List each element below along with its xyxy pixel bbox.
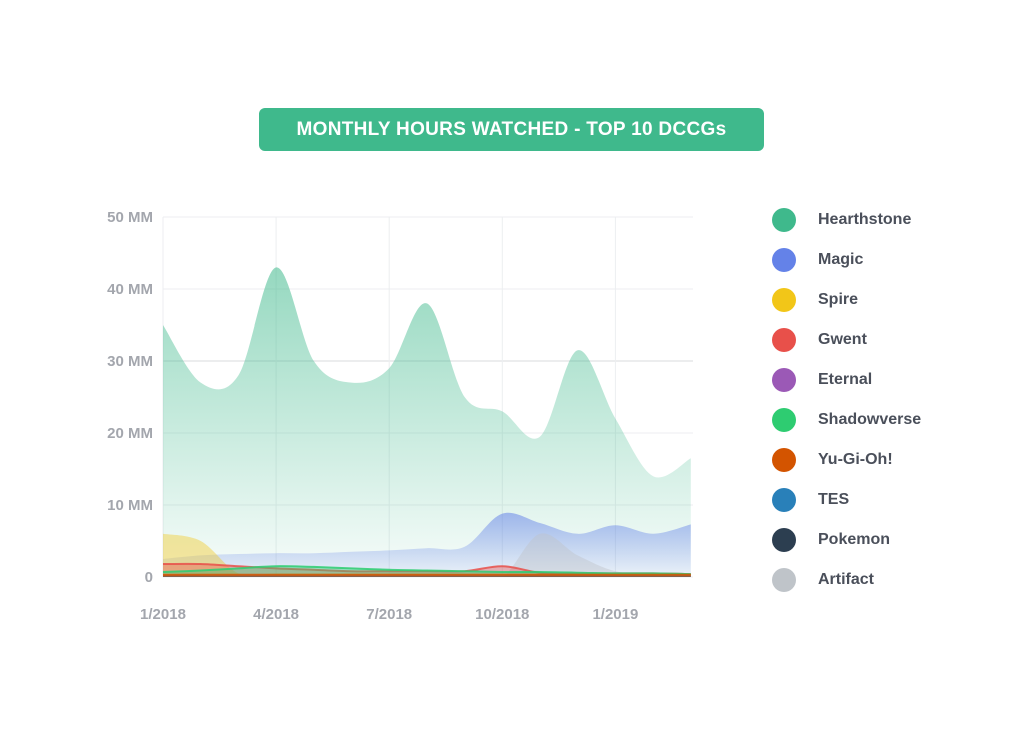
legend-swatch	[772, 368, 796, 392]
legend-swatch	[772, 328, 796, 352]
legend-swatch	[772, 248, 796, 272]
y-tick-label: 10 MM	[107, 497, 153, 514]
chart-title: MONTHLY HOURS WATCHED - TOP 10 DCCGs	[259, 108, 764, 151]
legend-item[interactable]: Shadowverse	[772, 400, 1012, 440]
legend-item[interactable]: Gwent	[772, 320, 1012, 360]
legend-swatch	[772, 408, 796, 432]
legend-item[interactable]: Spire	[772, 280, 1012, 320]
legend-label: Gwent	[818, 331, 867, 348]
axes: 0 10 MM 20 MM 30 MM 40 MM 50 MM 1/2018 4/2018 7/…	[107, 209, 638, 623]
legend-item[interactable]: Magic	[772, 240, 1012, 280]
legend-label: Magic	[818, 251, 864, 268]
y-tick-label: 40 MM	[107, 281, 153, 298]
legend-item[interactable]: Artifact	[772, 560, 1012, 600]
y-tick-label: 30 MM	[107, 353, 153, 370]
legend: Hearthstone Magic Spire Gwent Eternal Shadowv…	[772, 200, 1012, 600]
series-area-artifact	[163, 533, 691, 577]
series-area-hearthstone	[163, 267, 691, 577]
legend-label: Eternal	[818, 371, 873, 388]
series-area-magic	[163, 512, 691, 577]
legend-swatch	[772, 288, 796, 312]
legend-label: Pokemon	[818, 531, 891, 548]
x-tick-label: 10/2018	[475, 606, 529, 623]
legend-item[interactable]: Eternal	[772, 360, 1012, 400]
y-tick-label: 50 MM	[107, 209, 153, 226]
series-line-shadowverse	[162, 565, 691, 576]
series-areas	[162, 267, 691, 577]
y-tick-label: 20 MM	[107, 425, 153, 442]
legend-item[interactable]: Yu-Gi-Oh!	[772, 440, 1012, 480]
legend-swatch	[772, 568, 796, 592]
legend-swatch	[772, 528, 796, 552]
series-area-tes	[163, 575, 691, 577]
legend-item[interactable]: Pokemon	[772, 520, 1012, 560]
legend-item[interactable]: TES	[772, 480, 1012, 520]
legend-label: TES	[818, 491, 850, 508]
x-tick-label: 1/2019	[592, 606, 638, 623]
legend-swatch	[772, 208, 796, 232]
x-tick-label: 1/2018	[140, 606, 186, 623]
legend-label: Shadowverse	[818, 411, 922, 428]
series-area-spire	[163, 533, 691, 577]
legend-label: Yu-Gi-Oh!	[818, 451, 893, 468]
legend-label: Artifact	[818, 571, 875, 588]
x-tick-label: 4/2018	[253, 606, 299, 623]
y-tick-label: 0	[145, 569, 153, 586]
legend-swatch	[772, 488, 796, 512]
series-area-pokemon	[163, 575, 691, 577]
legend-swatch	[772, 448, 796, 472]
legend-label: Spire	[818, 291, 859, 308]
x-tick-label: 7/2018	[366, 606, 412, 623]
legend-item[interactable]: Hearthstone	[772, 200, 1012, 240]
legend-label: Hearthstone	[818, 211, 912, 228]
